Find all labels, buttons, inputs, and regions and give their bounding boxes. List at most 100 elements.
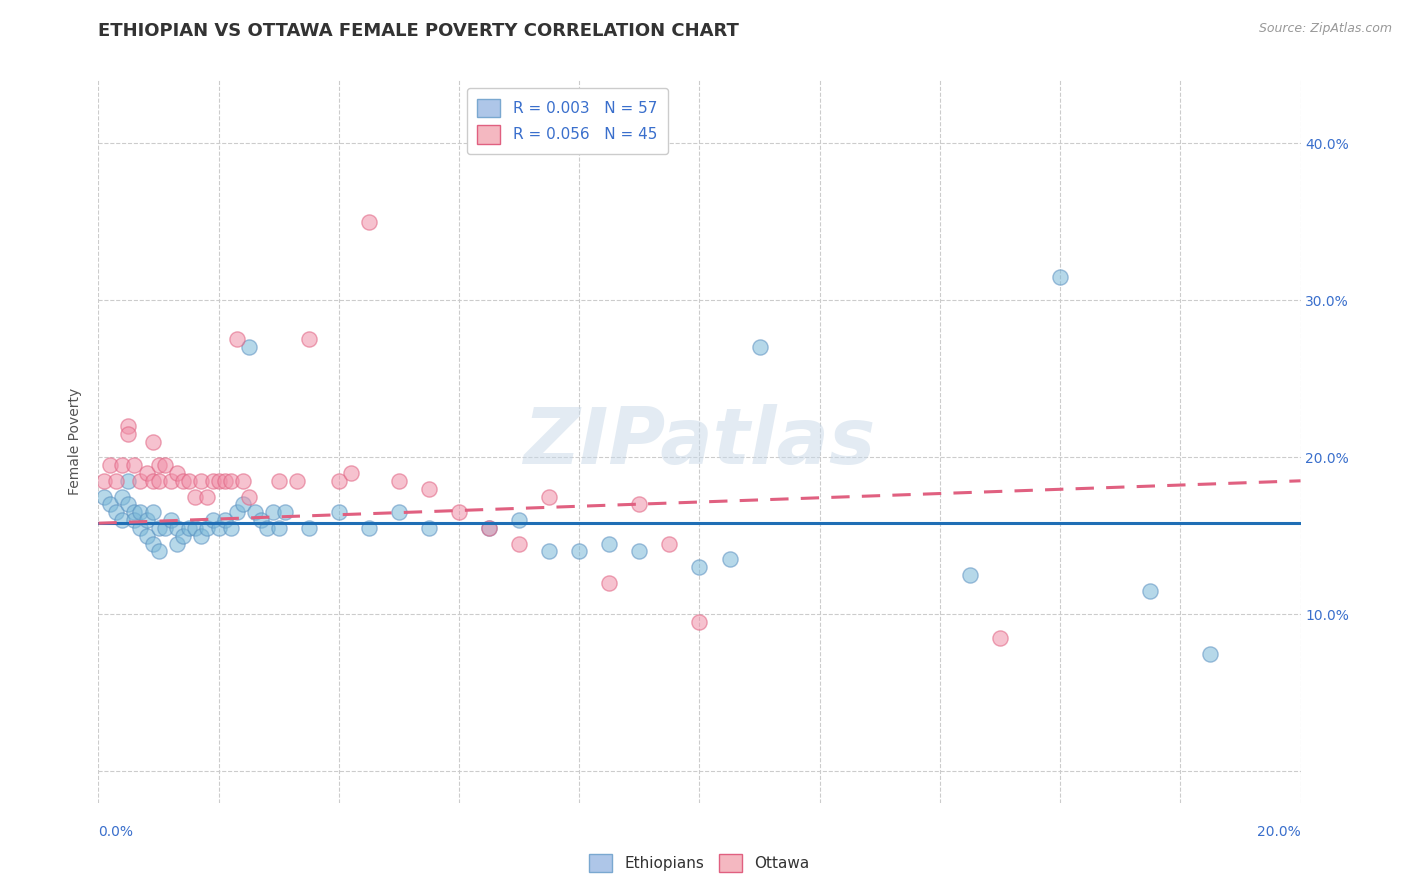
Point bbox=[232, 497, 254, 511]
Point bbox=[328, 505, 350, 519]
Point bbox=[418, 521, 440, 535]
Point bbox=[195, 490, 218, 504]
Point bbox=[105, 505, 128, 519]
Legend: Ethiopians, Ottawa: Ethiopians, Ottawa bbox=[583, 847, 815, 879]
Point bbox=[153, 521, 176, 535]
Point bbox=[148, 474, 170, 488]
Point bbox=[658, 536, 681, 550]
Point bbox=[238, 490, 260, 504]
Point bbox=[219, 521, 242, 535]
Point bbox=[538, 490, 561, 504]
Point bbox=[141, 536, 163, 550]
Y-axis label: Female Poverty: Female Poverty bbox=[69, 388, 83, 495]
Point bbox=[117, 418, 139, 433]
Point bbox=[201, 513, 224, 527]
Point bbox=[478, 521, 501, 535]
Point bbox=[135, 529, 157, 543]
Point bbox=[141, 505, 163, 519]
Point bbox=[124, 505, 146, 519]
Point bbox=[153, 458, 176, 472]
Point bbox=[93, 474, 115, 488]
Point bbox=[141, 434, 163, 449]
Point bbox=[124, 458, 146, 472]
Point bbox=[117, 497, 139, 511]
Point bbox=[159, 474, 181, 488]
Point bbox=[262, 505, 284, 519]
Point bbox=[689, 560, 711, 574]
Point bbox=[249, 513, 271, 527]
Point bbox=[177, 521, 200, 535]
Point bbox=[148, 458, 170, 472]
Point bbox=[183, 490, 205, 504]
Point bbox=[159, 513, 181, 527]
Point bbox=[267, 521, 290, 535]
Point bbox=[111, 490, 134, 504]
Point bbox=[201, 474, 224, 488]
Text: 20.0%: 20.0% bbox=[1257, 825, 1301, 839]
Point bbox=[190, 529, 212, 543]
Point bbox=[166, 466, 188, 480]
Point bbox=[285, 474, 308, 488]
Point bbox=[232, 474, 254, 488]
Point bbox=[689, 615, 711, 630]
Point bbox=[598, 536, 620, 550]
Point bbox=[166, 536, 188, 550]
Point bbox=[447, 505, 470, 519]
Point bbox=[357, 214, 380, 228]
Point bbox=[478, 521, 501, 535]
Point bbox=[148, 521, 170, 535]
Text: ZIPatlas: ZIPatlas bbox=[523, 403, 876, 480]
Point bbox=[208, 521, 231, 535]
Point bbox=[1139, 583, 1161, 598]
Point bbox=[1049, 269, 1071, 284]
Point bbox=[598, 575, 620, 590]
Point bbox=[718, 552, 741, 566]
Point bbox=[124, 513, 146, 527]
Point bbox=[508, 513, 530, 527]
Point bbox=[166, 521, 188, 535]
Point bbox=[117, 426, 139, 441]
Point bbox=[1199, 647, 1222, 661]
Point bbox=[418, 482, 440, 496]
Point bbox=[988, 631, 1011, 645]
Point bbox=[628, 497, 651, 511]
Point bbox=[135, 466, 157, 480]
Point bbox=[195, 521, 218, 535]
Point bbox=[100, 458, 122, 472]
Point bbox=[508, 536, 530, 550]
Point bbox=[256, 521, 278, 535]
Point bbox=[388, 505, 411, 519]
Point bbox=[214, 474, 236, 488]
Text: Source: ZipAtlas.com: Source: ZipAtlas.com bbox=[1258, 22, 1392, 36]
Point bbox=[111, 513, 134, 527]
Point bbox=[388, 474, 411, 488]
Point bbox=[148, 544, 170, 558]
Point bbox=[129, 505, 152, 519]
Point bbox=[129, 474, 152, 488]
Point bbox=[340, 466, 363, 480]
Point bbox=[100, 497, 122, 511]
Point bbox=[748, 340, 770, 354]
Point bbox=[172, 474, 194, 488]
Point bbox=[214, 513, 236, 527]
Point bbox=[225, 333, 247, 347]
Point bbox=[190, 474, 212, 488]
Point bbox=[183, 521, 205, 535]
Point bbox=[298, 333, 321, 347]
Point bbox=[105, 474, 128, 488]
Point bbox=[177, 474, 200, 488]
Point bbox=[93, 490, 115, 504]
Point bbox=[328, 474, 350, 488]
Point bbox=[225, 505, 247, 519]
Point bbox=[568, 544, 591, 558]
Point bbox=[238, 340, 260, 354]
Point bbox=[141, 474, 163, 488]
Point bbox=[628, 544, 651, 558]
Point bbox=[267, 474, 290, 488]
Text: 0.0%: 0.0% bbox=[98, 825, 134, 839]
Point bbox=[357, 521, 380, 535]
Point bbox=[135, 513, 157, 527]
Point bbox=[538, 544, 561, 558]
Point bbox=[274, 505, 297, 519]
Point bbox=[129, 521, 152, 535]
